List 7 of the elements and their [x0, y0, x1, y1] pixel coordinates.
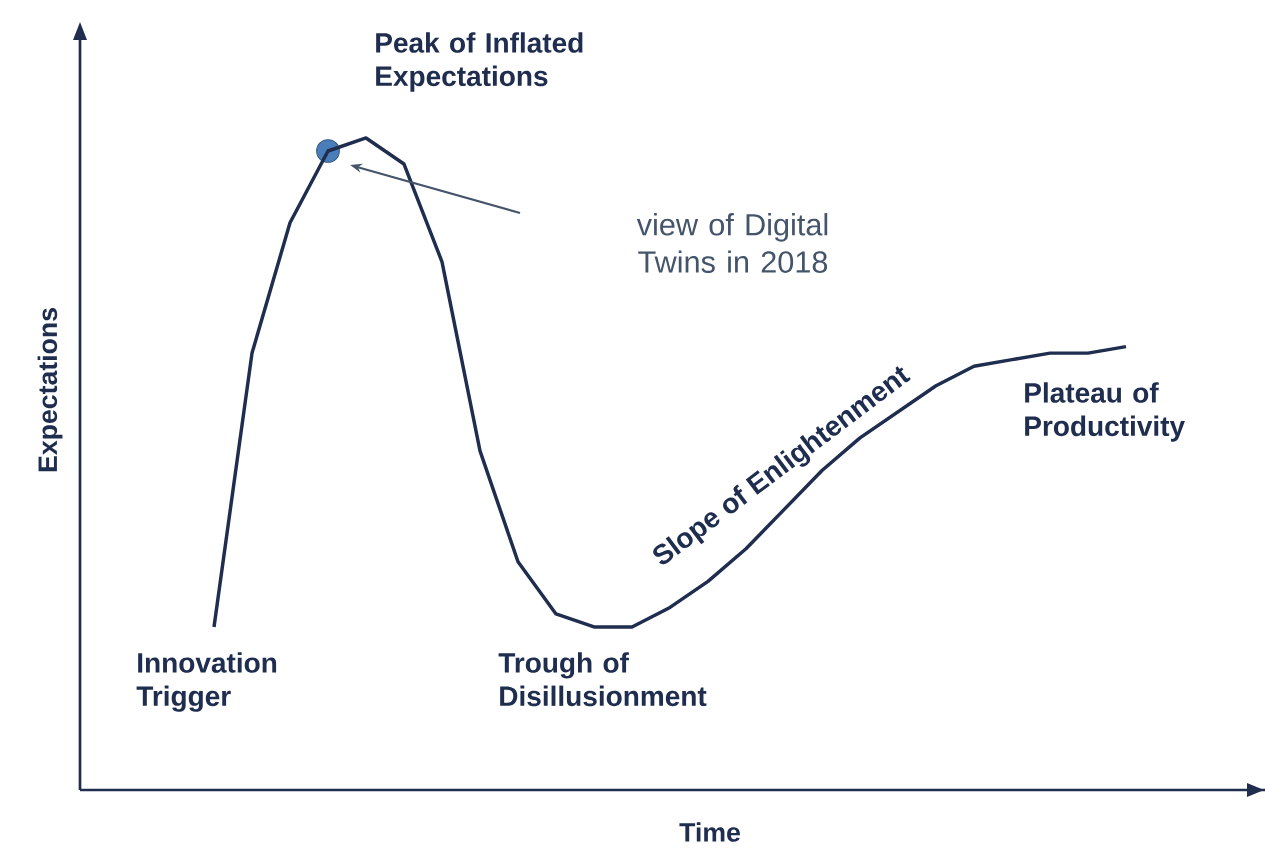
text: Peak of Inflated Expectations — [376, 32, 583, 92]
annotation: Trough of Disillusionment — [498, 652, 707, 707]
x-axis-title: Time — [679, 822, 740, 842]
annotation: view of Digital Twins in 2018 — [636, 213, 828, 273]
annotation: Plateau of Productivity — [1025, 382, 1185, 442]
y-axis-title: Expectations — [37, 308, 63, 472]
annotation: Innovation Trigger — [136, 652, 277, 712]
